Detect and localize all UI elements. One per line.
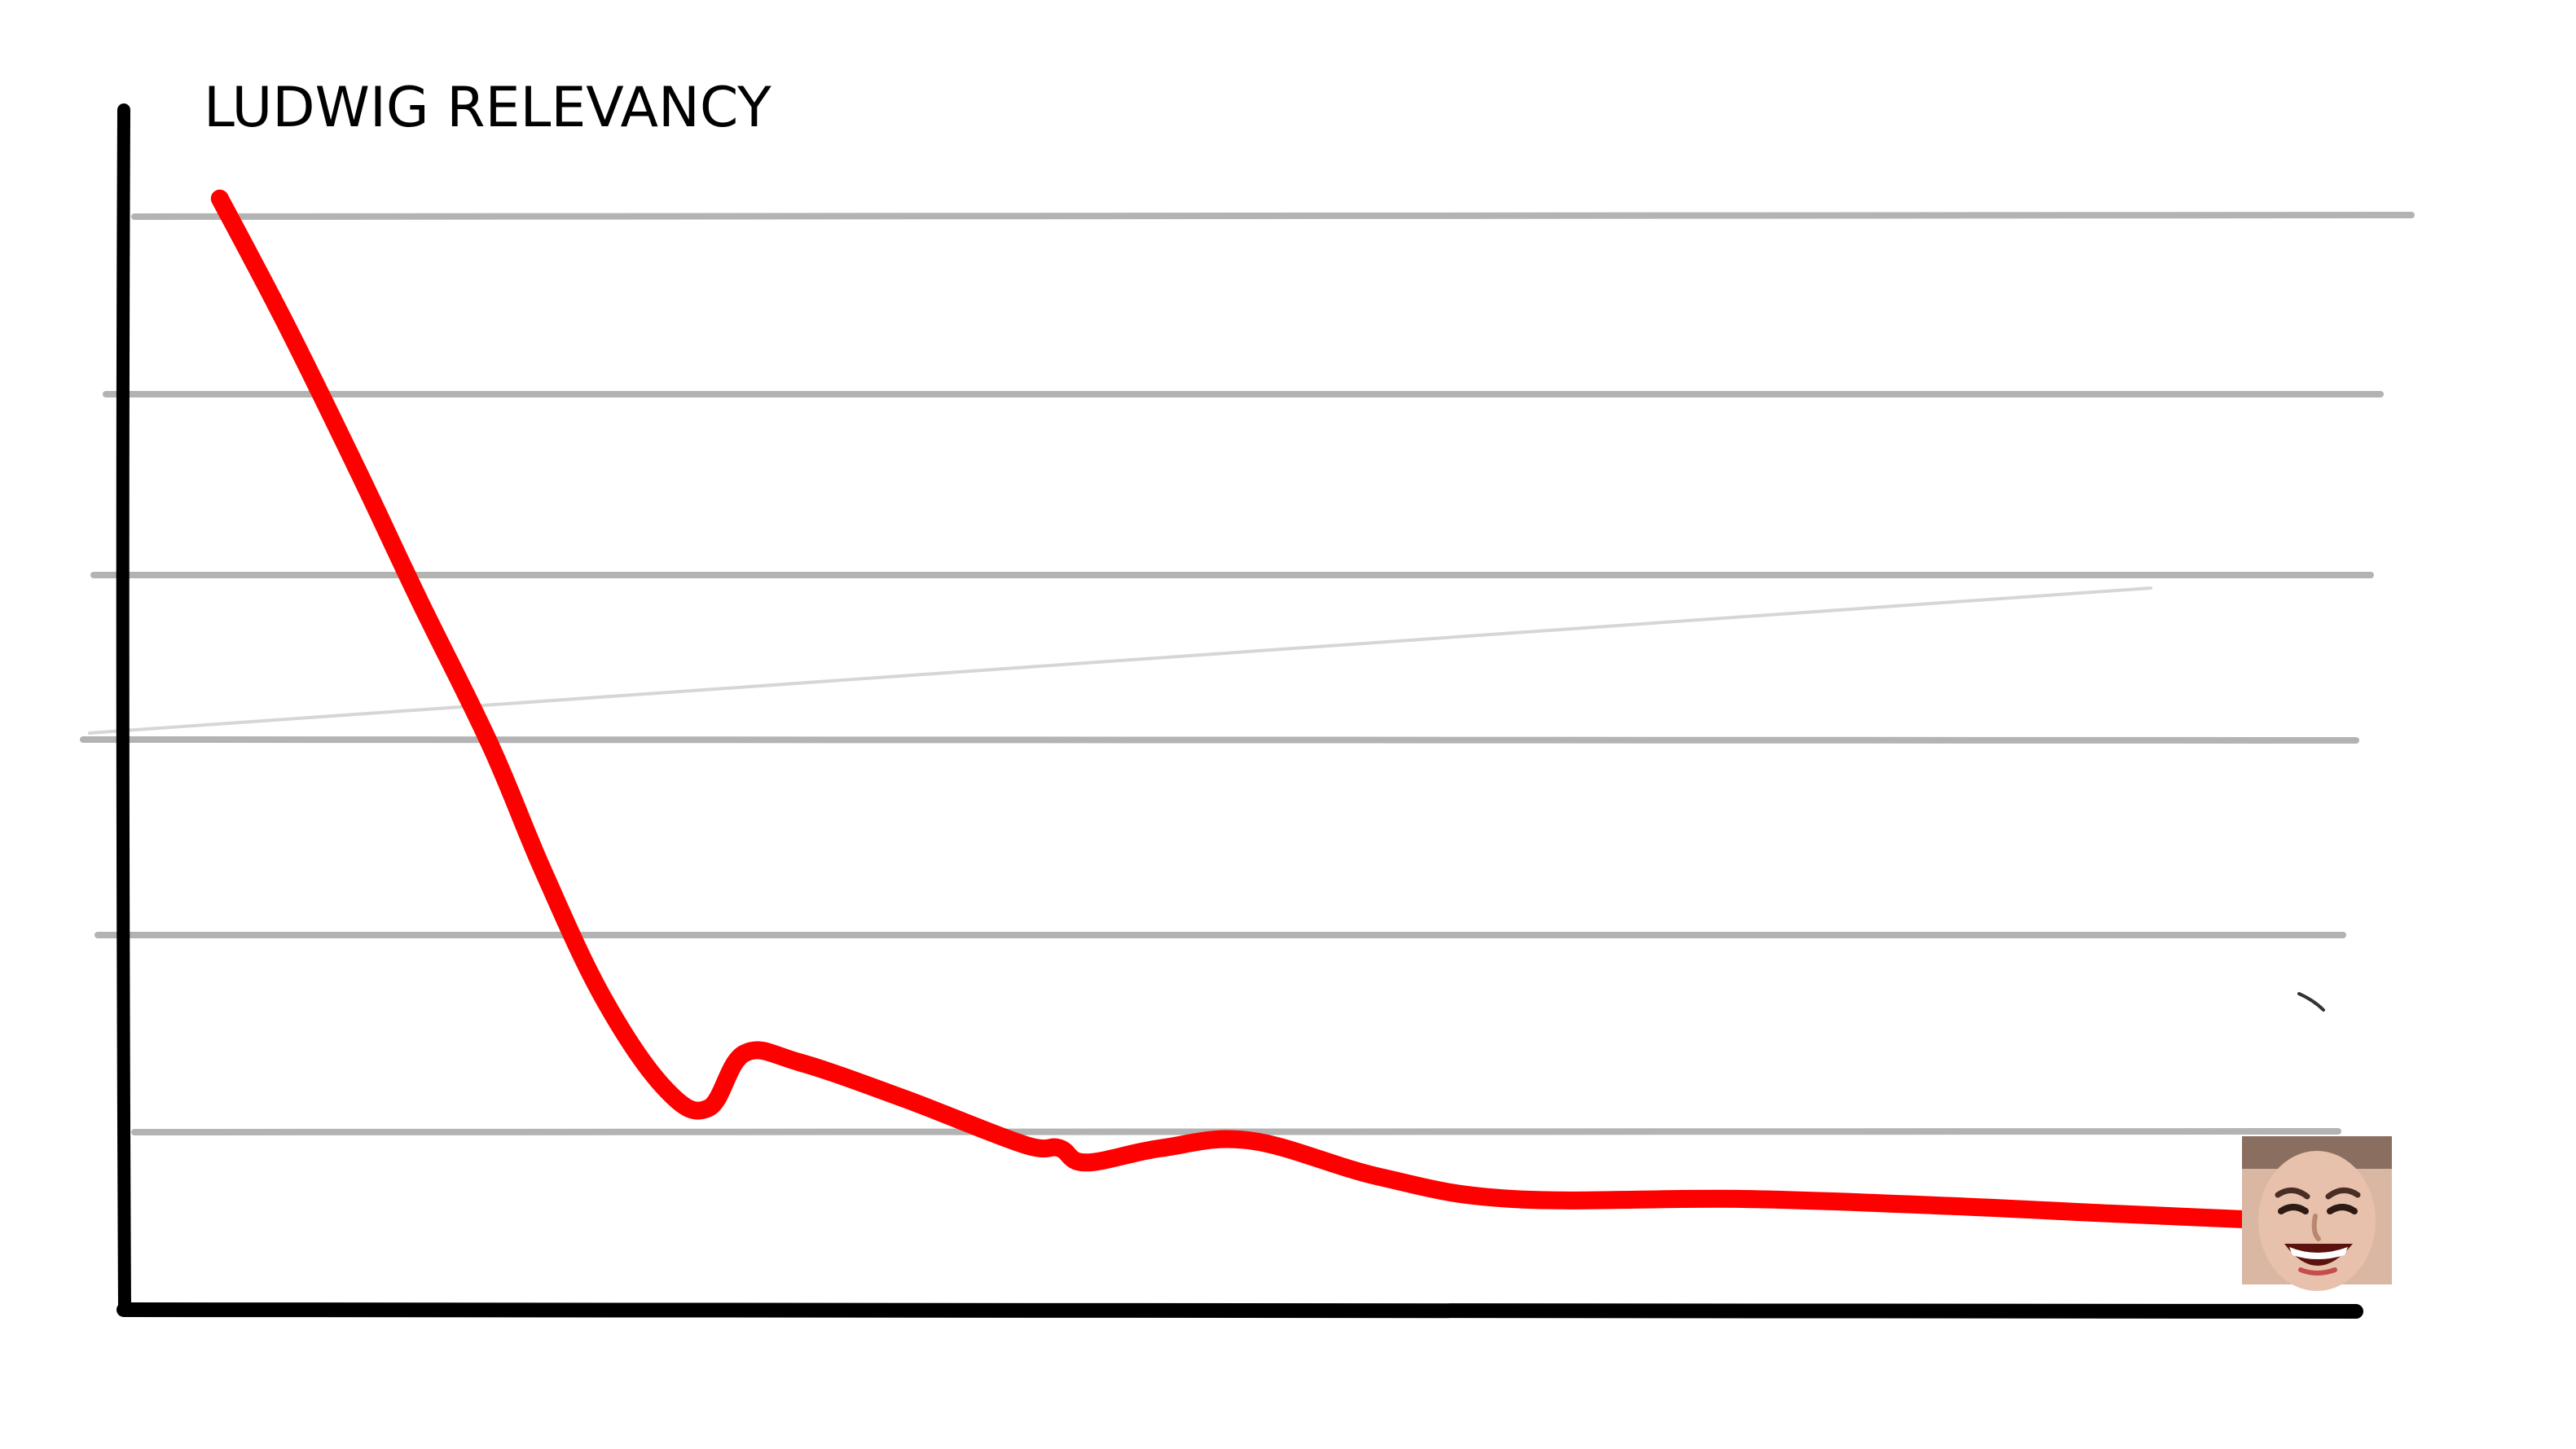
- chart-title: LUDWIG RELEVANCY: [204, 76, 771, 140]
- y-axis: [116, 103, 131, 1315]
- faint-diagonal-line: [88, 586, 2152, 735]
- small-stroke-mark: [2297, 992, 2325, 1012]
- x-axis: [116, 1302, 2363, 1319]
- gridline: [131, 212, 2415, 220]
- laughing-face-icon: [2242, 1136, 2392, 1291]
- gridlines: [80, 212, 2415, 1135]
- series-line: [210, 189, 2288, 1230]
- series-points: [218, 197, 2279, 1223]
